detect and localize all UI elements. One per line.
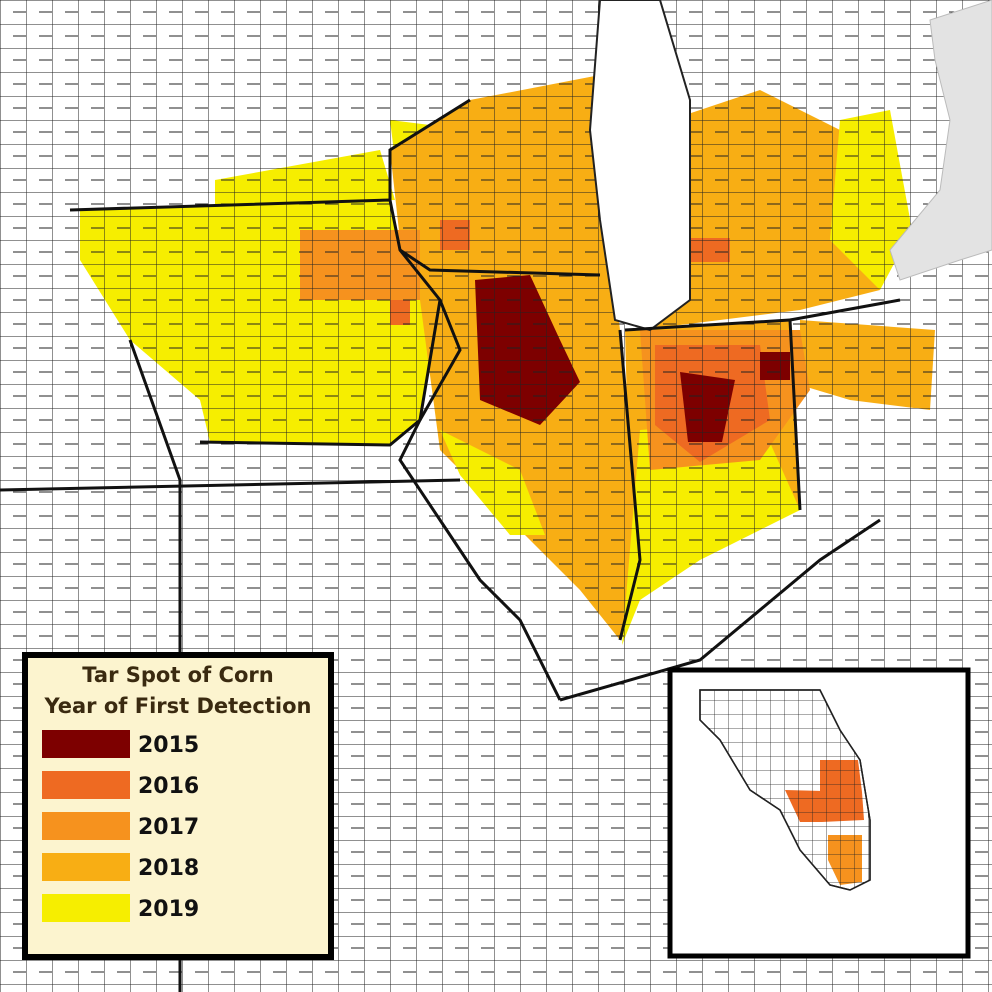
legend-swatch [42,771,130,799]
legend-label: 2017 [138,815,199,840]
legend-label: 2019 [138,897,199,922]
legend-swatch [42,894,130,922]
legend-label: 2015 [138,733,199,758]
florida-counties [699,689,871,891]
state-borders [0,98,901,992]
legend-subtitle: Year of First Detection [43,694,311,718]
florida-inset [667,667,971,959]
legend-label: 2016 [138,774,199,799]
lake-michigan [588,0,691,332]
legend-items: 2015 2016 2017 2018 2019 [42,730,199,922]
legend-swatch [42,730,130,758]
lake-huron [889,0,992,281]
legend-swatch [42,853,130,881]
legend-swatch [42,812,130,840]
legend: Tar Spot of Corn Year of First Detection… [22,652,334,960]
legend-label: 2018 [138,856,199,881]
legend-title: Tar Spot of Corn [82,663,273,687]
